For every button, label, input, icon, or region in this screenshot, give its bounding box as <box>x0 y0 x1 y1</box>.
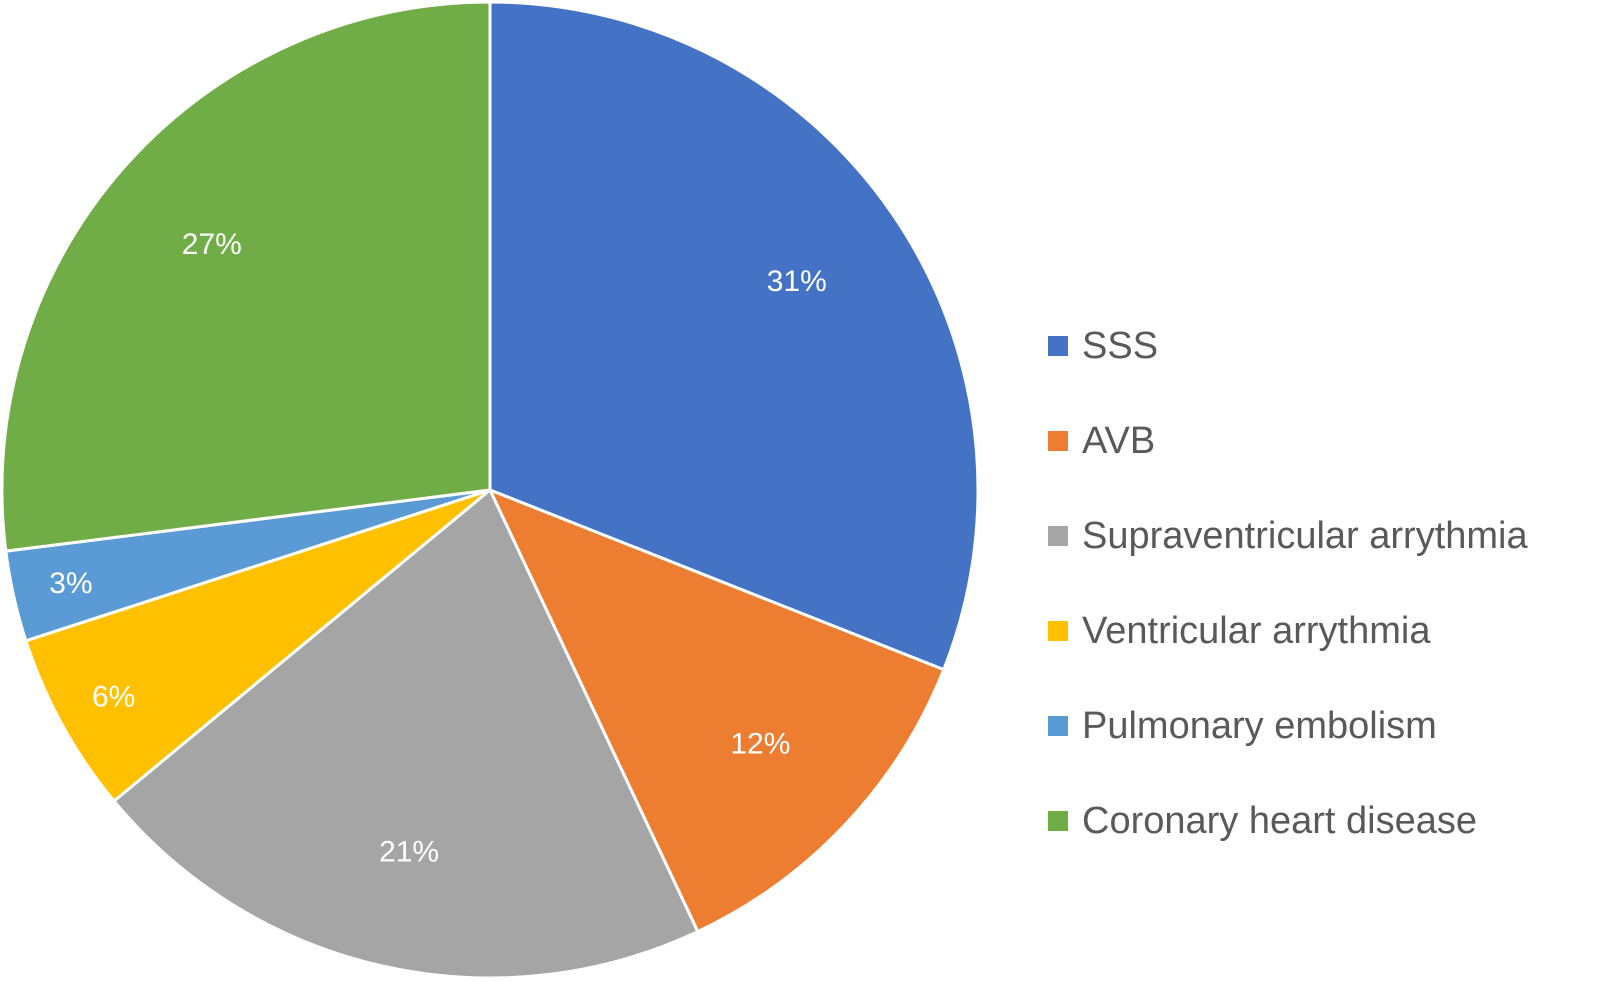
legend-label: Supraventricular arrythmia <box>1082 515 1528 557</box>
legend-item: Pulmonary embolism <box>1048 702 1528 750</box>
pie-slice-value-label: 3% <box>49 567 92 600</box>
legend-label: Coronary heart disease <box>1082 800 1477 842</box>
pie-slice-coronary-heart-disease <box>0 0 492 553</box>
pie-chart-plot: 31% 12% 21% 6% 3% 27% <box>0 0 980 980</box>
pie-slice-ventricular-arrythmia <box>24 488 492 803</box>
legend-swatch <box>1048 336 1068 356</box>
legend-swatch <box>1048 811 1068 831</box>
legend-item: Ventricular arrythmia <box>1048 607 1528 655</box>
legend-label: Pulmonary embolism <box>1082 705 1437 747</box>
pie-slice-value-label: 27% <box>182 228 242 261</box>
pie-slice-value-label: 31% <box>767 265 827 298</box>
pie-slice-labels: 31% 12% 21% 6% 3% 27% <box>49 228 827 868</box>
legend-swatch <box>1048 526 1068 546</box>
legend-label: Ventricular arrythmia <box>1082 610 1431 652</box>
legend-label: AVB <box>1082 420 1156 462</box>
pie-slice-value-label: 6% <box>92 680 135 713</box>
pie-slice-sss <box>488 0 980 672</box>
chart-legend: SSS AVB Supraventricular arrythmia Ventricu… <box>1048 322 1528 845</box>
legend-item: AVB <box>1048 417 1528 465</box>
pie-slice-value-label: 21% <box>379 835 439 868</box>
pie-slice-value-label: 12% <box>730 727 790 760</box>
legend-item: Coronary heart disease <box>1048 797 1528 845</box>
pie-slice-avb <box>488 488 946 934</box>
pie-slices <box>0 0 980 980</box>
legend-swatch <box>1048 716 1068 736</box>
legend-label: SSS <box>1082 325 1159 367</box>
pie-slice-supraventricular-arrythmia <box>112 488 700 980</box>
legend-swatch <box>1048 431 1068 451</box>
legend-item: SSS <box>1048 322 1528 370</box>
legend-swatch <box>1048 621 1068 641</box>
legend-item: Supraventricular arrythmia <box>1048 512 1528 560</box>
